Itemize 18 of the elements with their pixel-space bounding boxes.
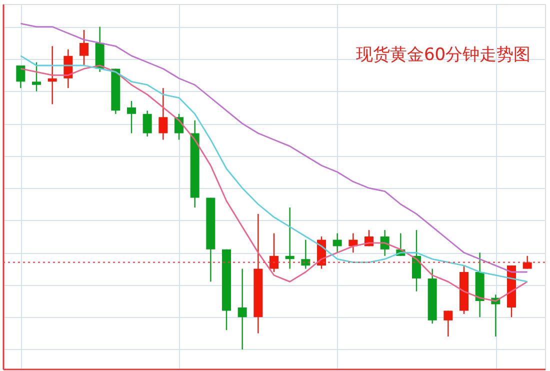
- candlestick: [16, 64, 26, 89]
- candlestick: [142, 110, 152, 138]
- candlestick: [522, 255, 532, 270]
- text: 现货黄金60分钟走势图: [356, 45, 531, 65]
- candlestick: [158, 87, 168, 140]
- candlestick: [238, 268, 247, 350]
- candlestick: [444, 310, 453, 338]
- candlestick: [32, 62, 41, 92]
- candlestick: [348, 232, 358, 254]
- candlestick: [380, 229, 390, 256]
- candlestick: [301, 239, 310, 270]
- candlestick: [48, 46, 57, 105]
- candlestick: [332, 232, 342, 254]
- candlestick: [285, 206, 294, 270]
- candlestick: [412, 229, 421, 292]
- candlestick: [127, 100, 136, 134]
- candlestick: [270, 232, 278, 273]
- candlestick: [80, 29, 88, 66]
